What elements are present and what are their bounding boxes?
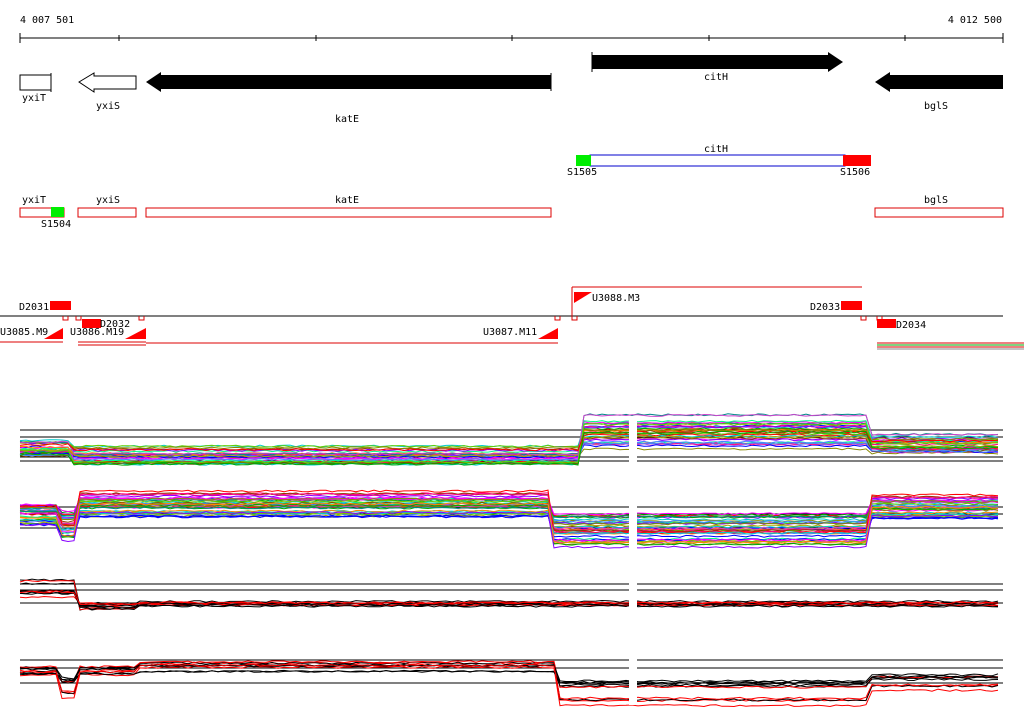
feature-U3088[interactable]: U3088.M3 [571, 286, 862, 316]
transcript-yxiT[interactable]: yxiT S1504 [19, 195, 71, 230]
gene-track: yxiT yxiS katE citH bglS [19, 52, 1003, 125]
transcript-track: citH S1505 S1506 yxiT S1504 yxiS katE bg… [19, 144, 1004, 230]
panel-1-trace [19, 441, 999, 462]
panel-4-trace [19, 660, 998, 689]
panel-2-trace [19, 503, 999, 546]
panel-2-trace [19, 497, 999, 526]
panel-4-trace [19, 669, 999, 687]
feature-D2031[interactable]: D2031 [19, 301, 71, 313]
panel-2-trace [19, 492, 999, 532]
gene-bglS[interactable]: bglS [875, 72, 1003, 112]
panel-4-trace [19, 665, 999, 708]
feature-U3086[interactable]: U3086.M19 [70, 327, 146, 346]
feature-D2034-label: D2034 [896, 320, 926, 331]
feature-D2032[interactable]: D2032 [82, 319, 130, 330]
panel-3-trace [19, 590, 999, 608]
transcript-yxiS[interactable]: yxiS [77, 195, 137, 218]
coordinate-ruler: 4 007 501 4 012 500 [19, 15, 1004, 43]
panel-1-trace [20, 423, 999, 464]
panel-2-trace [19, 494, 999, 525]
gene-yxiT[interactable]: yxiT [19, 73, 52, 104]
feature-right-edge-lines [877, 342, 1024, 350]
panel-2-trace [19, 510, 999, 549]
panel-1-trace [19, 444, 999, 459]
array-gap [629, 420, 637, 705]
gene-citH[interactable]: citH [591, 52, 843, 83]
gene-yxiS-label: yxiS [96, 101, 120, 112]
site-S1504-label: S1504 [41, 219, 71, 230]
site-S1506-label: S1506 [840, 167, 870, 178]
transcript-citH[interactable]: citH S1505 S1506 [567, 144, 871, 178]
feature-D2031-label: D2031 [19, 302, 49, 313]
panel-2-trace [19, 514, 999, 542]
expression-panel-4 [19, 659, 1003, 708]
transcript-yxiS-label: yxiS [96, 195, 120, 206]
panel-4-trace [19, 663, 999, 700]
transcript-katE-label: katE [335, 195, 359, 206]
panel-1-trace [19, 430, 999, 466]
panel-4-trace [19, 664, 999, 685]
transcript-katE[interactable]: katE [145, 195, 552, 218]
panel-2-trace [19, 506, 999, 519]
panel-1-trace [19, 435, 999, 458]
feature-track: D2031 D2032 D2033 D2034 U3085.M9 U3086.M… [0, 286, 1024, 350]
panel-2-trace [19, 489, 999, 534]
feature-U3087-label: U3087.M11 [483, 327, 537, 338]
panel-3-trace [19, 591, 999, 610]
feature-D2032-label: D2032 [100, 319, 130, 330]
feature-D2033[interactable]: D2033 [810, 301, 862, 313]
gene-yxiT-label: yxiT [22, 93, 46, 104]
gene-yxiS[interactable]: yxiS [78, 72, 137, 112]
transcript-citH-label: citH [704, 144, 728, 155]
feature-U3088-label: U3088.M3 [592, 293, 640, 304]
site-S1505-label: S1505 [567, 167, 597, 178]
panel-2-trace [19, 496, 999, 542]
gene-katE[interactable]: katE [146, 72, 552, 125]
transcript-bglS-label: bglS [924, 195, 948, 206]
panel-1-trace [19, 437, 999, 460]
ruler-start-label: 4 007 501 [20, 15, 74, 26]
gene-citH-label: citH [704, 72, 728, 83]
transcript-bglS[interactable]: bglS [874, 195, 1004, 218]
panel-4-trace [19, 669, 999, 684]
panel-2-trace [19, 502, 998, 544]
panel-2-trace [19, 501, 999, 532]
feature-U3085[interactable]: U3085.M9 [0, 327, 63, 343]
panel-2-trace [19, 509, 999, 531]
transcript-yxiT-label: yxiT [22, 195, 46, 206]
panel-3-trace [19, 590, 999, 606]
panel-1-trace [19, 413, 999, 456]
feature-D2033-label: D2033 [810, 302, 840, 313]
gene-bglS-label: bglS [924, 101, 948, 112]
feature-U3086-label: U3086.M19 [70, 327, 124, 338]
gene-katE-label: katE [335, 114, 359, 125]
feature-D2034[interactable]: D2034 [877, 319, 926, 331]
panel-1-trace [19, 432, 999, 448]
expression-panel-2 [19, 489, 1003, 549]
feature-U3087[interactable]: U3087.M11 [146, 327, 558, 344]
panel-1-trace [19, 430, 999, 452]
panel-1-trace [19, 428, 999, 450]
expression-panel-1 [19, 413, 1003, 466]
feature-U3085-label: U3085.M9 [0, 327, 48, 338]
ruler-end-label: 4 012 500 [948, 15, 1002, 26]
expression-panel-3 [19, 578, 1003, 611]
